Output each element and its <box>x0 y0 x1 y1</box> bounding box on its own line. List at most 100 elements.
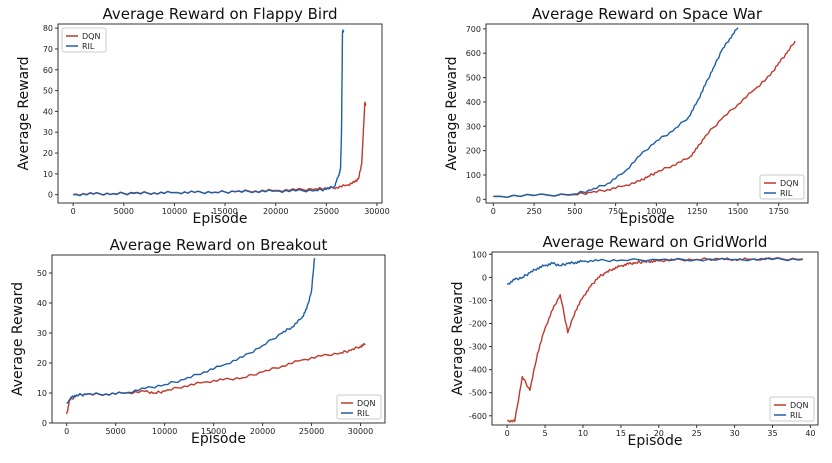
y-tick-label: 300 <box>466 122 481 131</box>
legend-label-dqn: DQN <box>780 179 798 188</box>
y-tick-label: -600 <box>469 412 487 421</box>
y-tick-label: 80 <box>43 24 53 33</box>
y-tick-label: 600 <box>466 49 481 58</box>
y-tick-label: 60 <box>43 66 53 75</box>
x-axis-label: Episode <box>191 431 246 447</box>
series-line-ril <box>506 257 803 285</box>
y-tick-label: 200 <box>466 147 481 156</box>
x-tick-label: 5 <box>543 429 548 438</box>
y-tick-label: 30 <box>43 128 53 137</box>
x-tick-label: 10 <box>578 429 588 438</box>
y-tick-label: 20 <box>43 149 53 158</box>
plot-frame <box>57 23 383 204</box>
y-tick-label: 500 <box>466 74 481 83</box>
chart-breakout: Average Reward on Breakout Episode Average… <box>10 236 386 447</box>
chart-flappy-bird: Average Reward on Flappy Bird Episode Aver… <box>16 5 390 227</box>
series-line-dqn <box>507 257 803 423</box>
series-line-ril <box>66 257 316 404</box>
y-tick-label: 700 <box>466 25 481 34</box>
x-tick-label: 20 <box>654 429 664 438</box>
x-tick-label: 20000 <box>250 427 275 436</box>
x-tick-label: 0 <box>71 207 76 216</box>
x-tick-label: 30000 <box>364 207 389 216</box>
x-tick-label: 1750 <box>768 207 788 216</box>
plot-frame <box>491 251 819 426</box>
y-axis-label: Average Reward <box>444 56 460 170</box>
legend-label-ril: RIL <box>82 42 95 51</box>
x-tick-label: 25 <box>692 429 702 438</box>
x-axis-label: Episode <box>620 211 675 227</box>
x-tick-label: 15000 <box>201 427 226 436</box>
x-tick-label: 0 <box>505 429 510 438</box>
y-tick-label: 0 <box>48 191 53 200</box>
legend-label-dqn: DQN <box>357 399 375 408</box>
series-line-ril <box>73 29 345 197</box>
y-tick-label: 400 <box>466 98 481 107</box>
y-tick-label: 50 <box>37 269 47 278</box>
y-tick-label: -500 <box>469 389 487 398</box>
x-tick-label: 20000 <box>263 207 288 216</box>
x-tick-label: 30 <box>730 429 740 438</box>
y-tick-label: -100 <box>469 296 487 305</box>
y-tick-label: 100 <box>472 250 487 259</box>
legend-label-dqn: DQN <box>82 32 100 41</box>
x-tick-label: 5000 <box>105 427 125 436</box>
chart-space-war: Average Reward on Space War Episode Averag… <box>444 5 809 227</box>
x-tick-label: 5000 <box>114 207 134 216</box>
y-tick-label: 30 <box>37 329 47 338</box>
x-tick-label: 500 <box>567 207 582 216</box>
chart-title: Average Reward on Flappy Bird <box>102 5 337 23</box>
x-tick-label: 15000 <box>212 207 237 216</box>
x-tick-label: 750 <box>608 207 623 216</box>
x-tick-label: 35 <box>767 429 777 438</box>
x-tick-label: 1500 <box>728 207 748 216</box>
y-tick-label: 70 <box>43 45 53 54</box>
y-tick-label: 40 <box>43 107 53 116</box>
x-tick-label: 25000 <box>314 207 339 216</box>
y-tick-label: 0 <box>482 273 487 282</box>
x-tick-label: 25000 <box>299 427 324 436</box>
y-tick-label: -200 <box>469 320 487 329</box>
y-tick-label: 20 <box>37 359 47 368</box>
x-tick-label: 0 <box>64 427 69 436</box>
y-tick-label: 100 <box>466 171 481 180</box>
x-axis-label: Episode <box>628 433 683 449</box>
legend-label-ril: RIL <box>790 411 803 420</box>
x-tick-label: 10000 <box>152 427 177 436</box>
x-tick-label: 0 <box>491 207 496 216</box>
y-tick-label: 0 <box>42 419 47 428</box>
x-tick-label: 10000 <box>162 207 187 216</box>
x-tick-label: 250 <box>526 207 541 216</box>
y-tick-label: 0 <box>476 195 481 204</box>
chart-title: Average Reward on GridWorld <box>543 233 768 251</box>
y-axis-label: Average Reward <box>450 281 466 395</box>
y-tick-label: 40 <box>37 299 47 308</box>
series-line-ril <box>493 27 739 198</box>
chart-title: Average Reward on Breakout <box>110 236 328 254</box>
x-tick-label: 15 <box>616 429 626 438</box>
y-axis-label: Average Reward <box>10 282 26 396</box>
x-tick-label: 30000 <box>348 427 373 436</box>
series-line-dqn <box>493 40 796 198</box>
legend-label-ril: RIL <box>357 409 370 418</box>
y-tick-label: 50 <box>43 87 53 96</box>
y-tick-label: -400 <box>469 366 487 375</box>
y-tick-label: 10 <box>37 389 47 398</box>
legend-label-dqn: DQN <box>790 401 808 410</box>
chart-title: Average Reward on Space War <box>532 5 763 23</box>
y-tick-label: 10 <box>43 170 53 179</box>
y-axis-label: Average Reward <box>16 56 32 170</box>
x-tick-label: 1000 <box>646 207 666 216</box>
x-axis-label: Episode <box>193 211 248 227</box>
y-tick-label: -300 <box>469 343 487 352</box>
plot-frame <box>485 23 809 204</box>
x-tick-label: 40 <box>805 429 815 438</box>
legend-label-ril: RIL <box>780 189 793 198</box>
x-tick-label: 1250 <box>687 207 707 216</box>
plot-frame <box>51 254 386 424</box>
